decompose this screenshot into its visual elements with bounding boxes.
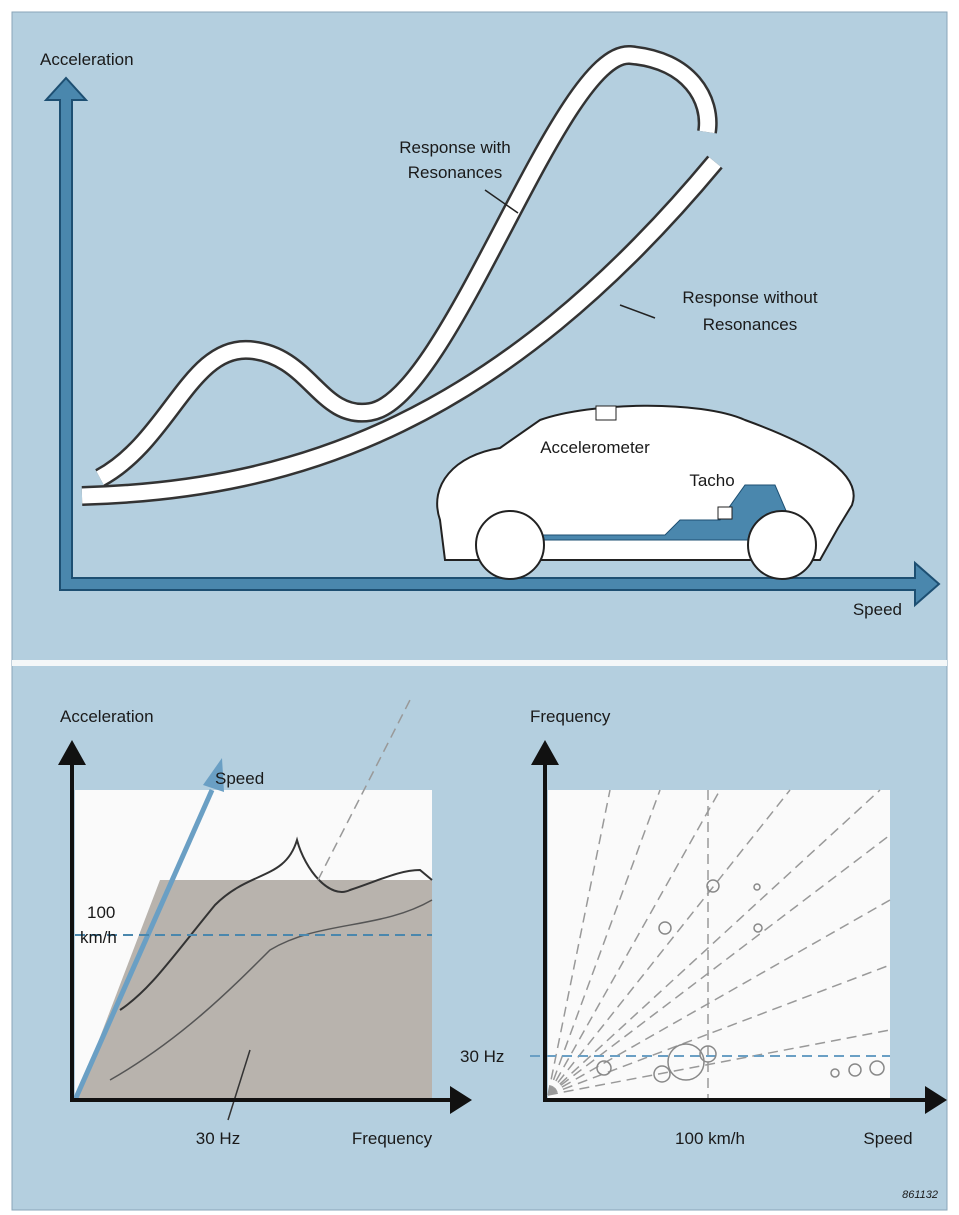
separator [12,660,947,666]
drivetrain [519,484,791,541]
circle [848,1063,862,1077]
car-label: Tacho [689,471,734,490]
circle [753,883,761,891]
circle [869,1060,885,1076]
order-line [317,699,411,881]
y-axis-label: Frequency [530,707,611,726]
curve-label: Response with [399,138,511,157]
order-line [547,789,721,1096]
speed-marker-label: 100 km/h [675,1129,745,1148]
circle [830,1068,840,1078]
circle [596,1060,612,1076]
speed-marker-label: 100 [87,903,115,922]
curve-label: Resonances [703,315,798,334]
order-line [547,789,611,1096]
wheel [475,510,545,580]
speed-axis-head [203,758,224,792]
order-line [547,899,891,1096]
figure-id: 861132 [902,1189,938,1201]
frequency-marker-label: 30 Hz [196,1129,240,1148]
frequency-pointer [227,1049,251,1121]
pointer [484,189,519,214]
curve-label: Resonances [408,163,503,182]
x-axis-label: Speed [853,600,902,619]
curve-without-resonances [81,157,721,504]
axes-arrow [43,76,941,608]
x-axis-label: Speed [863,1129,912,1148]
spectrum-peaks [119,836,433,1011]
frequency-marker-label: 30 Hz [460,1047,504,1066]
order-plot: Frequency 30 Hz 100 km/h Speed [460,707,947,1148]
order-line [547,1029,891,1096]
y-axis-label: Acceleration [60,707,154,726]
amplitude-circles [596,879,885,1083]
accelerometer [595,405,617,421]
pointer [619,304,656,319]
car-label: Accelerometer [540,438,650,457]
curve-label: Response without [682,288,817,307]
wheel [747,510,817,580]
top-chart: Acceleration Speed Response with Resonan… [40,45,941,619]
order-lines [547,789,891,1096]
circle [706,879,720,893]
tacho [717,506,733,520]
y-axis-label: Acceleration [40,50,134,69]
order-line [547,789,881,1096]
curve-with-resonances [96,47,716,485]
speed-marker-label: km/h [80,928,117,947]
spectrum-ridge [109,899,433,1081]
circle [699,1045,717,1063]
circle [653,1065,671,1083]
order-line [547,834,891,1096]
order-line [547,964,891,1096]
circle [667,1043,705,1081]
order-line [547,789,791,1096]
depth-axis-label: Speed [215,769,264,788]
plot-area [548,790,890,1098]
circle [753,923,763,933]
speed-axis [72,788,215,1102]
circle [658,921,672,935]
waterfall-plot: Acceleration Speed 100 km/h 30 Hz Freque… [58,699,472,1148]
order-line [547,789,661,1096]
x-axis-label: Frequency [352,1129,433,1148]
